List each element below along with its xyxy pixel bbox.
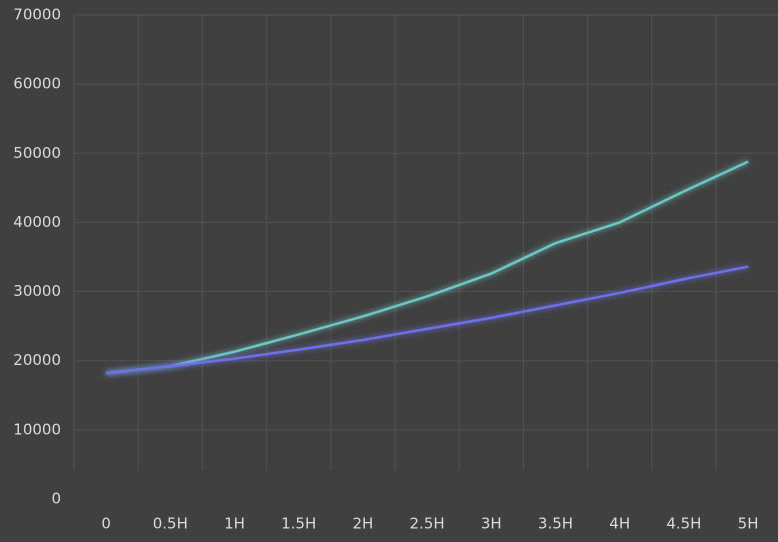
y-tick-label: 60000 — [13, 75, 61, 93]
x-tick-label: 3H — [481, 515, 502, 533]
x-tick-label: 4H — [609, 515, 630, 533]
y-tick-label: 40000 — [13, 213, 61, 231]
x-tick-label: 0 — [101, 515, 111, 533]
y-tick-label: 10000 — [13, 420, 61, 438]
y-tick-label: 0 — [51, 490, 61, 508]
x-tick-label: 2H — [352, 515, 373, 533]
line-series — [105, 160, 749, 375]
x-tick-label: 1.5H — [281, 515, 316, 533]
x-tick-label: 5H — [738, 515, 759, 533]
y-tick-label: 20000 — [13, 351, 61, 369]
y-tick-label: 50000 — [13, 144, 61, 162]
x-tick-label: 2.5H — [410, 515, 445, 533]
x-tick-label: 1H — [224, 515, 245, 533]
y-tick-label: 70000 — [13, 6, 61, 24]
x-tick-label: 3.5H — [538, 515, 573, 533]
x-tick-label: 0.5H — [153, 515, 188, 533]
y-tick-label: 30000 — [13, 282, 61, 300]
line-series — [105, 265, 749, 375]
x-tick-label: 4.5H — [666, 515, 701, 533]
